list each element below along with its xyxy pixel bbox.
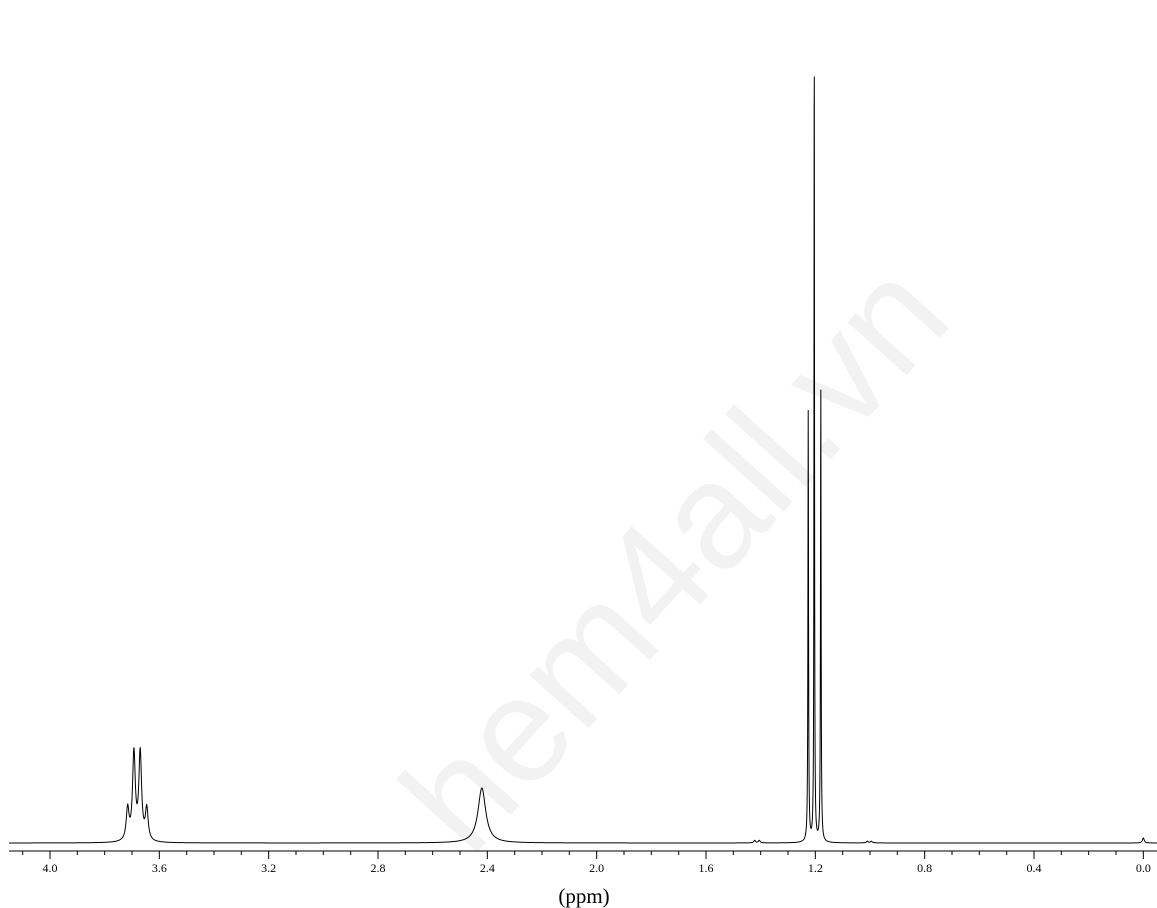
watermark-text: hem4all.vn — [369, 230, 979, 881]
spectrum-line — [8, 76, 1157, 844]
x-tick-label: 1.2 — [808, 861, 823, 875]
x-tick-label: 4.0 — [43, 861, 58, 875]
x-tick-label: 0.8 — [917, 861, 932, 875]
x-tick-label: 3.6 — [152, 861, 167, 875]
x-tick-label: 2.0 — [589, 861, 604, 875]
x-tick-label: 2.4 — [480, 861, 495, 875]
x-tick-label: 0.4 — [1027, 861, 1042, 875]
x-tick-label: 2.8 — [371, 861, 386, 875]
x-axis-title: (ppm) — [558, 884, 609, 908]
x-tick-label: 1.6 — [699, 861, 714, 875]
x-tick-label: 0.0 — [1136, 861, 1151, 875]
x-axis: 4.0 3.6 3.2 2.8 2.4 2.0 1.6 1.2 0.8 0.4 0.0 — [9, 850, 1157, 875]
spectrum-layer — [8, 76, 1157, 844]
x-tick-label: 3.2 — [261, 861, 276, 875]
